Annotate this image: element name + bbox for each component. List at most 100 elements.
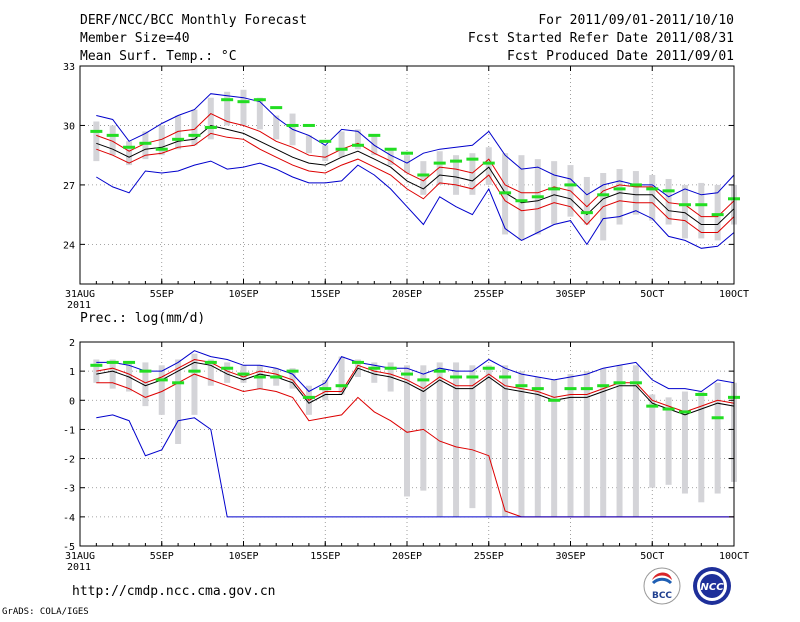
range-bar (681, 184, 688, 239)
median-mark (580, 387, 593, 391)
median-mark (711, 213, 724, 217)
median-mark (613, 187, 626, 191)
median-mark (531, 387, 544, 391)
median-mark (629, 183, 642, 187)
range-bar (256, 97, 263, 130)
median-mark (302, 395, 315, 399)
median-mark (351, 143, 364, 147)
range-bar (289, 368, 296, 389)
range-bar (632, 171, 639, 215)
range-bar (158, 125, 165, 156)
median-mark (646, 404, 659, 408)
range-bar (698, 391, 705, 503)
x-tick-label: 31AUG (65, 551, 95, 562)
median-mark (499, 191, 512, 195)
median-mark (597, 384, 610, 388)
median-mark (401, 372, 413, 376)
range-bar (551, 161, 558, 225)
median-mark (172, 381, 185, 385)
x-tick-label: 5OCT (640, 551, 664, 562)
median-mark (433, 369, 446, 373)
median-mark (237, 100, 250, 104)
x-tick-sublabel: 2011 (67, 300, 91, 311)
range-bar (534, 376, 541, 517)
x-tick-label: 10SEP (228, 289, 258, 300)
median-mark (221, 98, 234, 102)
chart-title: DERF/NCC/BCC Monthly Forecast (80, 13, 307, 28)
range-bar (632, 365, 639, 517)
range-bar (551, 379, 558, 517)
y-tick-label: -1 (63, 425, 75, 436)
series-line-mean (96, 361, 735, 416)
median-mark (678, 410, 691, 414)
y-tick-label: 30 (63, 121, 75, 132)
median-mark (548, 398, 561, 402)
y-tick-label: -2 (63, 455, 75, 466)
median-mark (286, 123, 299, 127)
range-bar (338, 131, 345, 158)
range-bar (191, 353, 198, 415)
bcc-logo: BCC (643, 567, 681, 605)
median-mark (433, 161, 446, 165)
median-mark (515, 384, 528, 388)
median-mark (270, 106, 283, 110)
range-bar (600, 368, 607, 517)
median-mark (123, 360, 136, 364)
median-mark (351, 360, 364, 364)
range-bar (338, 356, 345, 395)
median-mark (221, 366, 234, 370)
median-mark (548, 187, 561, 191)
median-mark (188, 133, 201, 137)
median-mark (613, 381, 626, 385)
range-bar (158, 365, 165, 415)
median-mark (139, 369, 152, 373)
range-bar (714, 382, 721, 494)
range-bar (175, 115, 182, 150)
y-tick-label: 24 (63, 240, 75, 251)
range-bar (698, 182, 705, 239)
median-mark (155, 147, 168, 151)
range-bar (207, 97, 214, 140)
y-tick-label: -4 (63, 513, 75, 524)
range-bar (567, 374, 574, 517)
median-mark (564, 387, 577, 391)
median-mark (335, 147, 348, 151)
range-bar (224, 362, 231, 383)
median-mark (417, 173, 430, 177)
y-tick-label: -5 (63, 542, 75, 553)
median-mark (188, 369, 201, 373)
range-bar (420, 365, 427, 491)
median-mark (466, 157, 479, 161)
median-mark (482, 161, 495, 165)
range-bar (485, 147, 492, 185)
produced-date: Fcst Produced Date 2011/09/01 (507, 49, 734, 64)
range-bar (371, 362, 378, 383)
range-bar (404, 155, 410, 174)
median-mark (368, 366, 381, 370)
range-bar (420, 161, 427, 195)
median-mark (139, 141, 152, 145)
source-url[interactable]: http://cmdp.ncc.cma.gov.cn (72, 584, 276, 599)
median-mark (335, 384, 348, 388)
variable-label: Mean Surf. Temp.: °C (80, 49, 237, 64)
range-bar (93, 121, 100, 162)
series-line-min (96, 414, 734, 518)
x-tick-label: 30SEP (555, 289, 585, 300)
median-mark (270, 375, 283, 379)
range-bar (175, 359, 182, 444)
median-mark (90, 363, 103, 367)
x-tick-label: 30SEP (555, 551, 585, 562)
median-mark (253, 98, 266, 102)
range-bar (453, 155, 460, 195)
median-mark (695, 203, 708, 207)
series-line-mean_plus_sd (96, 358, 735, 413)
range-bar (191, 109, 198, 146)
range-bar (404, 365, 410, 497)
x-tick-label: 20SEP (392, 289, 422, 300)
median-mark (597, 193, 610, 197)
range-bar (616, 169, 623, 225)
median-mark (580, 211, 593, 215)
